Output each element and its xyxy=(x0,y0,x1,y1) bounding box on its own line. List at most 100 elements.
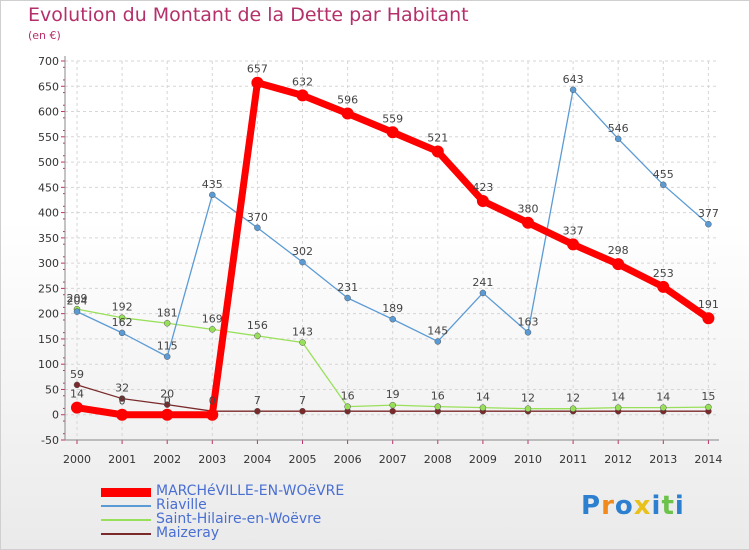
logo-letter: t xyxy=(661,491,675,521)
legend-label: Maizeray xyxy=(156,525,220,541)
data-point xyxy=(702,312,715,325)
logo-letter: P xyxy=(581,491,602,521)
x-tick-label: 2001 xyxy=(108,453,136,466)
data-point xyxy=(209,191,216,199)
data-label: 156 xyxy=(247,319,268,332)
axes: -500501001502002503003504004505005506006… xyxy=(38,55,722,466)
data-label: 521 xyxy=(427,131,448,144)
data-label: 253 xyxy=(653,267,674,280)
brand-logo: Proxiti xyxy=(581,491,685,521)
legend-label: Saint-Hilaire-en-Woëvre xyxy=(156,511,322,527)
x-tick-label: 2006 xyxy=(334,453,362,466)
data-point xyxy=(612,258,625,271)
data-point xyxy=(251,76,264,89)
data-label: 169 xyxy=(202,312,223,325)
data-label: 163 xyxy=(518,315,539,328)
data-label: 14 xyxy=(70,388,84,401)
data-label: 0 xyxy=(209,395,216,408)
data-label: 643 xyxy=(563,73,584,86)
y-tick-label: 450 xyxy=(38,181,59,194)
data-point xyxy=(389,401,396,409)
chart-unit: (en €) xyxy=(28,29,61,42)
data-point xyxy=(161,408,174,421)
data-label: 14 xyxy=(611,391,625,404)
chart-title: Evolution du Montant de la Dette par Hab… xyxy=(28,4,469,26)
data-label: 559 xyxy=(382,112,403,125)
data-label: 241 xyxy=(472,276,493,289)
data-label: 59 xyxy=(70,368,84,381)
data-point xyxy=(434,403,442,410)
data-label: 16 xyxy=(431,390,445,403)
y-tick-label: 350 xyxy=(38,232,59,245)
y-tick-label: 50 xyxy=(45,383,59,396)
data-label: 143 xyxy=(292,325,313,338)
data-label: 191 xyxy=(698,298,719,311)
data-label: 298 xyxy=(608,244,629,257)
data-point xyxy=(567,238,580,251)
data-point xyxy=(660,404,667,411)
data-label: 370 xyxy=(247,211,268,224)
y-tick-label: 0 xyxy=(52,409,59,422)
grid xyxy=(65,60,719,441)
data-label: 16 xyxy=(341,390,355,403)
data-point xyxy=(434,338,442,345)
x-tick-label: 2000 xyxy=(63,453,91,466)
data-label: 302 xyxy=(292,245,313,258)
x-tick-label: 2012 xyxy=(604,453,632,466)
data-point xyxy=(389,315,396,323)
data-point xyxy=(479,289,487,297)
y-tick-label: 400 xyxy=(38,207,59,220)
data-point xyxy=(296,89,309,102)
data-point xyxy=(431,145,444,158)
data-point xyxy=(206,408,219,421)
data-label: 19 xyxy=(386,388,400,401)
x-tick-label: 2014 xyxy=(694,453,722,466)
data-label: 380 xyxy=(518,203,539,216)
data-label: 12 xyxy=(566,392,580,405)
data-label: 596 xyxy=(337,94,358,107)
data-point xyxy=(209,326,216,333)
data-label: 209 xyxy=(67,292,88,305)
x-tick-label: 2013 xyxy=(649,453,677,466)
data-point xyxy=(118,314,126,321)
data-point xyxy=(344,403,351,410)
data-point xyxy=(569,405,577,412)
data-label: 115 xyxy=(157,340,178,353)
data-label: 455 xyxy=(653,168,674,181)
data-point xyxy=(254,224,261,232)
data-point xyxy=(118,395,126,402)
data-point xyxy=(657,280,670,293)
data-point xyxy=(524,405,532,412)
data-label: 7 xyxy=(299,394,306,407)
data-label: 181 xyxy=(157,306,178,319)
data-point xyxy=(163,353,171,360)
data-point xyxy=(524,329,532,336)
data-point xyxy=(705,220,712,228)
data-label: 377 xyxy=(698,207,719,220)
legend-label: Riaville xyxy=(156,497,207,513)
data-point xyxy=(299,407,306,415)
data-point xyxy=(116,408,129,421)
data-label: 14 xyxy=(476,391,490,404)
data-point xyxy=(660,181,667,189)
y-tick-label: 200 xyxy=(38,308,59,321)
x-tick-label: 2004 xyxy=(243,453,271,466)
y-tick-label: 100 xyxy=(38,358,59,371)
data-point xyxy=(118,329,126,337)
data-label: 0 xyxy=(164,395,171,408)
data-point xyxy=(479,404,487,411)
y-tick-label: 600 xyxy=(38,106,59,119)
x-tick-label: 2010 xyxy=(514,453,542,466)
data-label: 337 xyxy=(563,224,584,237)
data-point xyxy=(254,332,261,340)
data-point xyxy=(163,320,171,327)
y-tick-label: -50 xyxy=(41,434,59,447)
data-point xyxy=(73,308,81,315)
data-label: 15 xyxy=(701,390,715,403)
legend-swatch xyxy=(101,533,151,535)
data-point xyxy=(386,126,399,139)
x-tick-label: 2002 xyxy=(153,453,181,466)
x-tick-label: 2003 xyxy=(198,453,226,466)
